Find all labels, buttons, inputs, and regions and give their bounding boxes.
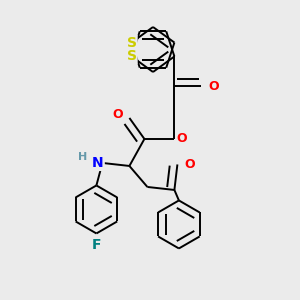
Text: O: O: [208, 80, 219, 93]
Text: N: N: [92, 156, 104, 170]
Text: H: H: [78, 152, 88, 162]
Text: O: O: [177, 133, 187, 146]
Text: S: S: [127, 50, 136, 64]
Text: F: F: [92, 238, 101, 253]
Text: S: S: [127, 35, 136, 50]
Text: O: O: [184, 158, 195, 171]
Text: O: O: [112, 109, 123, 122]
